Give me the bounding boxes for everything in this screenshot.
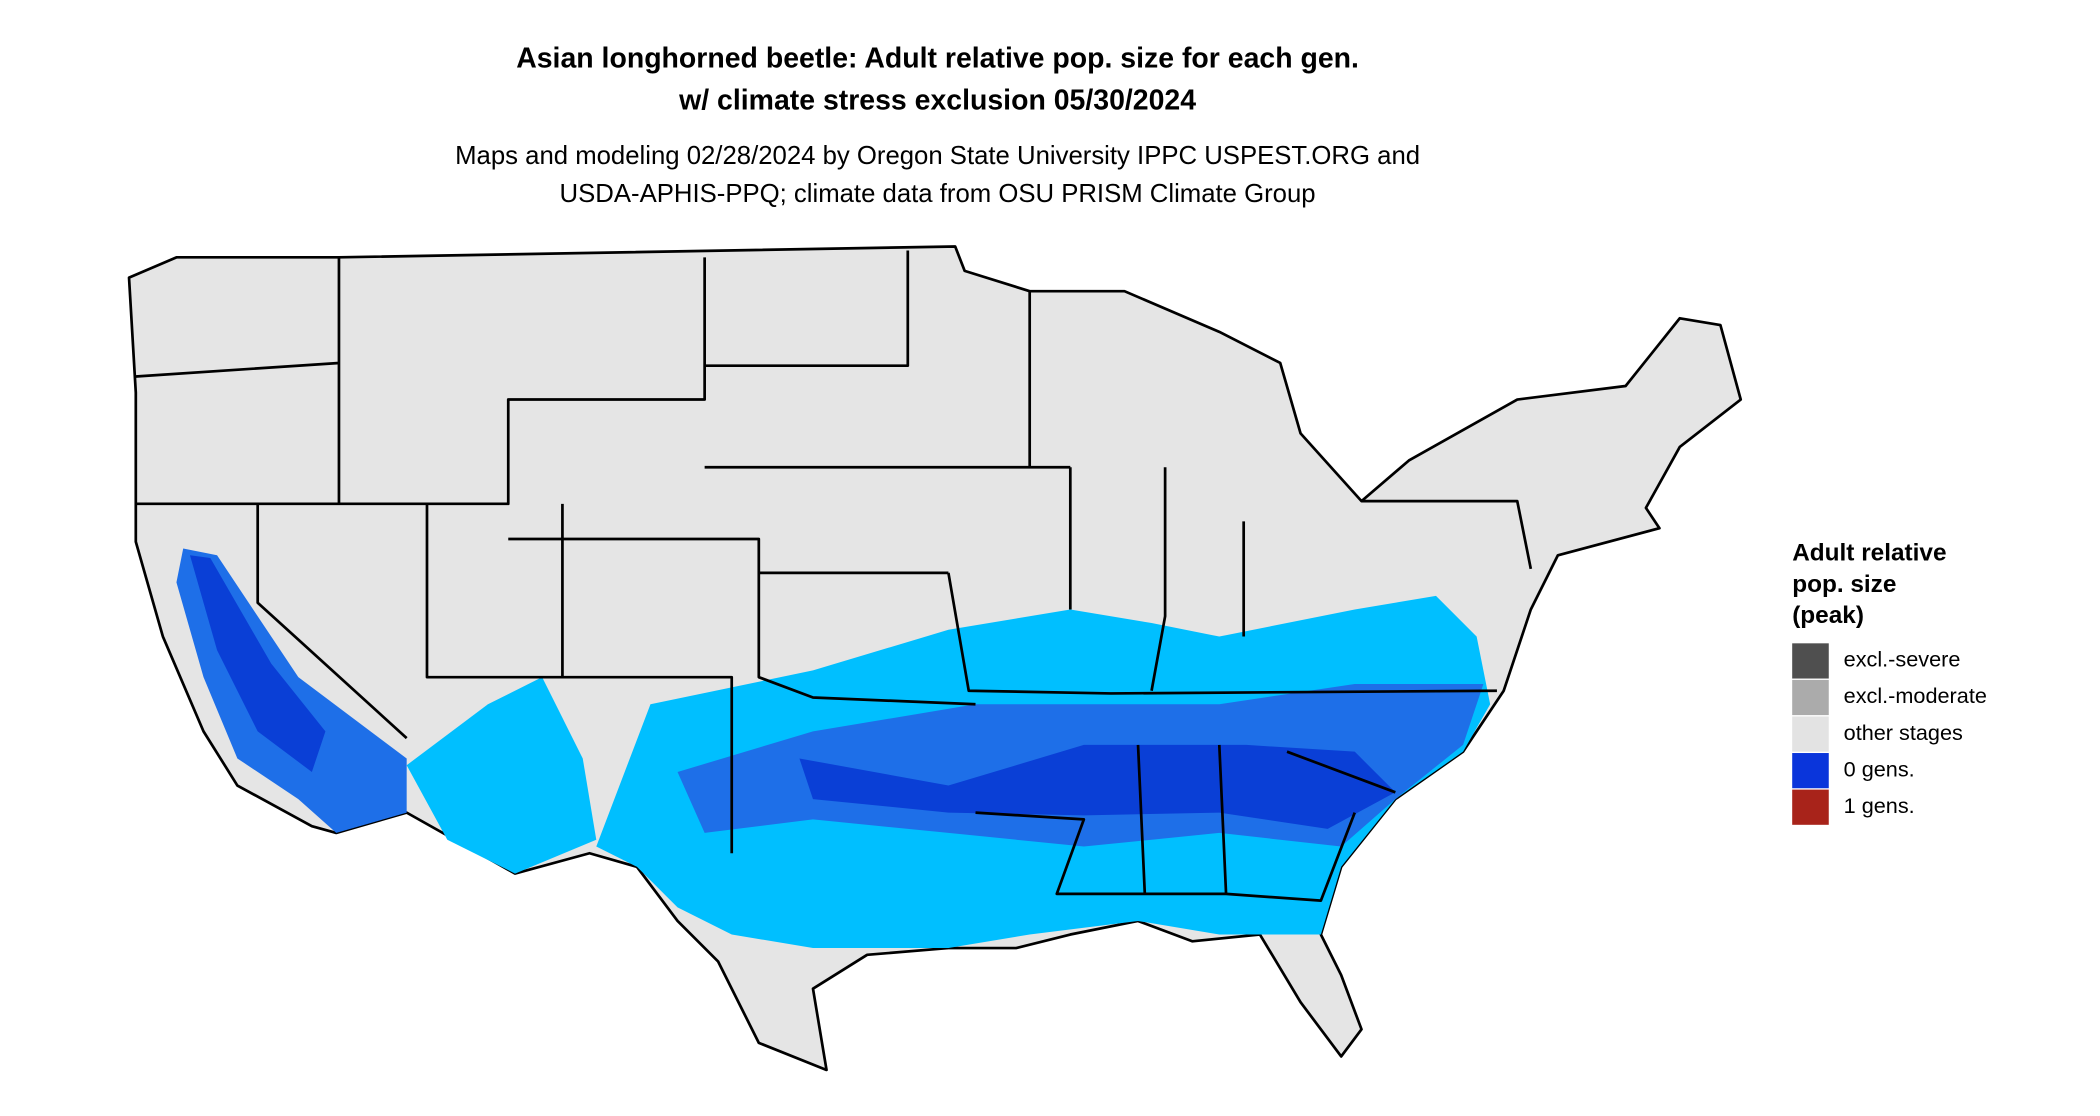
title-line: Asian longhorned beetle: Adult relative … <box>516 43 1359 75</box>
legend-swatch <box>1792 753 1829 789</box>
subtitle-line: USDA-APHIS-PPQ; climate data from OSU PR… <box>560 180 1316 208</box>
legend-title: (peak) <box>1792 602 1864 629</box>
region-light <box>406 677 597 874</box>
state-lines <box>135 250 1533 903</box>
legend-label: excl.-severe <box>1844 647 1961 672</box>
legend-label: other stages <box>1844 720 1963 745</box>
legend-swatch <box>1792 643 1829 679</box>
legend-label: 1 gens. <box>1844 793 1915 818</box>
legend-swatch <box>1792 789 1829 825</box>
legend-label: excl.-moderate <box>1844 683 1987 708</box>
subtitle-line: Maps and modeling 02/28/2024 by Oregon S… <box>455 142 1420 170</box>
legend-label: 0 gens. <box>1844 756 1915 781</box>
title-line: w/ climate stress exclusion 05/30/2024 <box>678 85 1196 117</box>
legend-swatch <box>1792 716 1829 752</box>
legend: excl.-severe excl.-moderate other stages 0 … <box>1792 643 1987 825</box>
legend-swatch <box>1792 679 1829 716</box>
legend-title: pop. size <box>1792 571 1896 598</box>
legend-title: Adult relative <box>1792 540 1946 567</box>
region-dark <box>189 555 326 772</box>
region-dark <box>799 744 1396 829</box>
us-map <box>127 245 1743 1072</box>
